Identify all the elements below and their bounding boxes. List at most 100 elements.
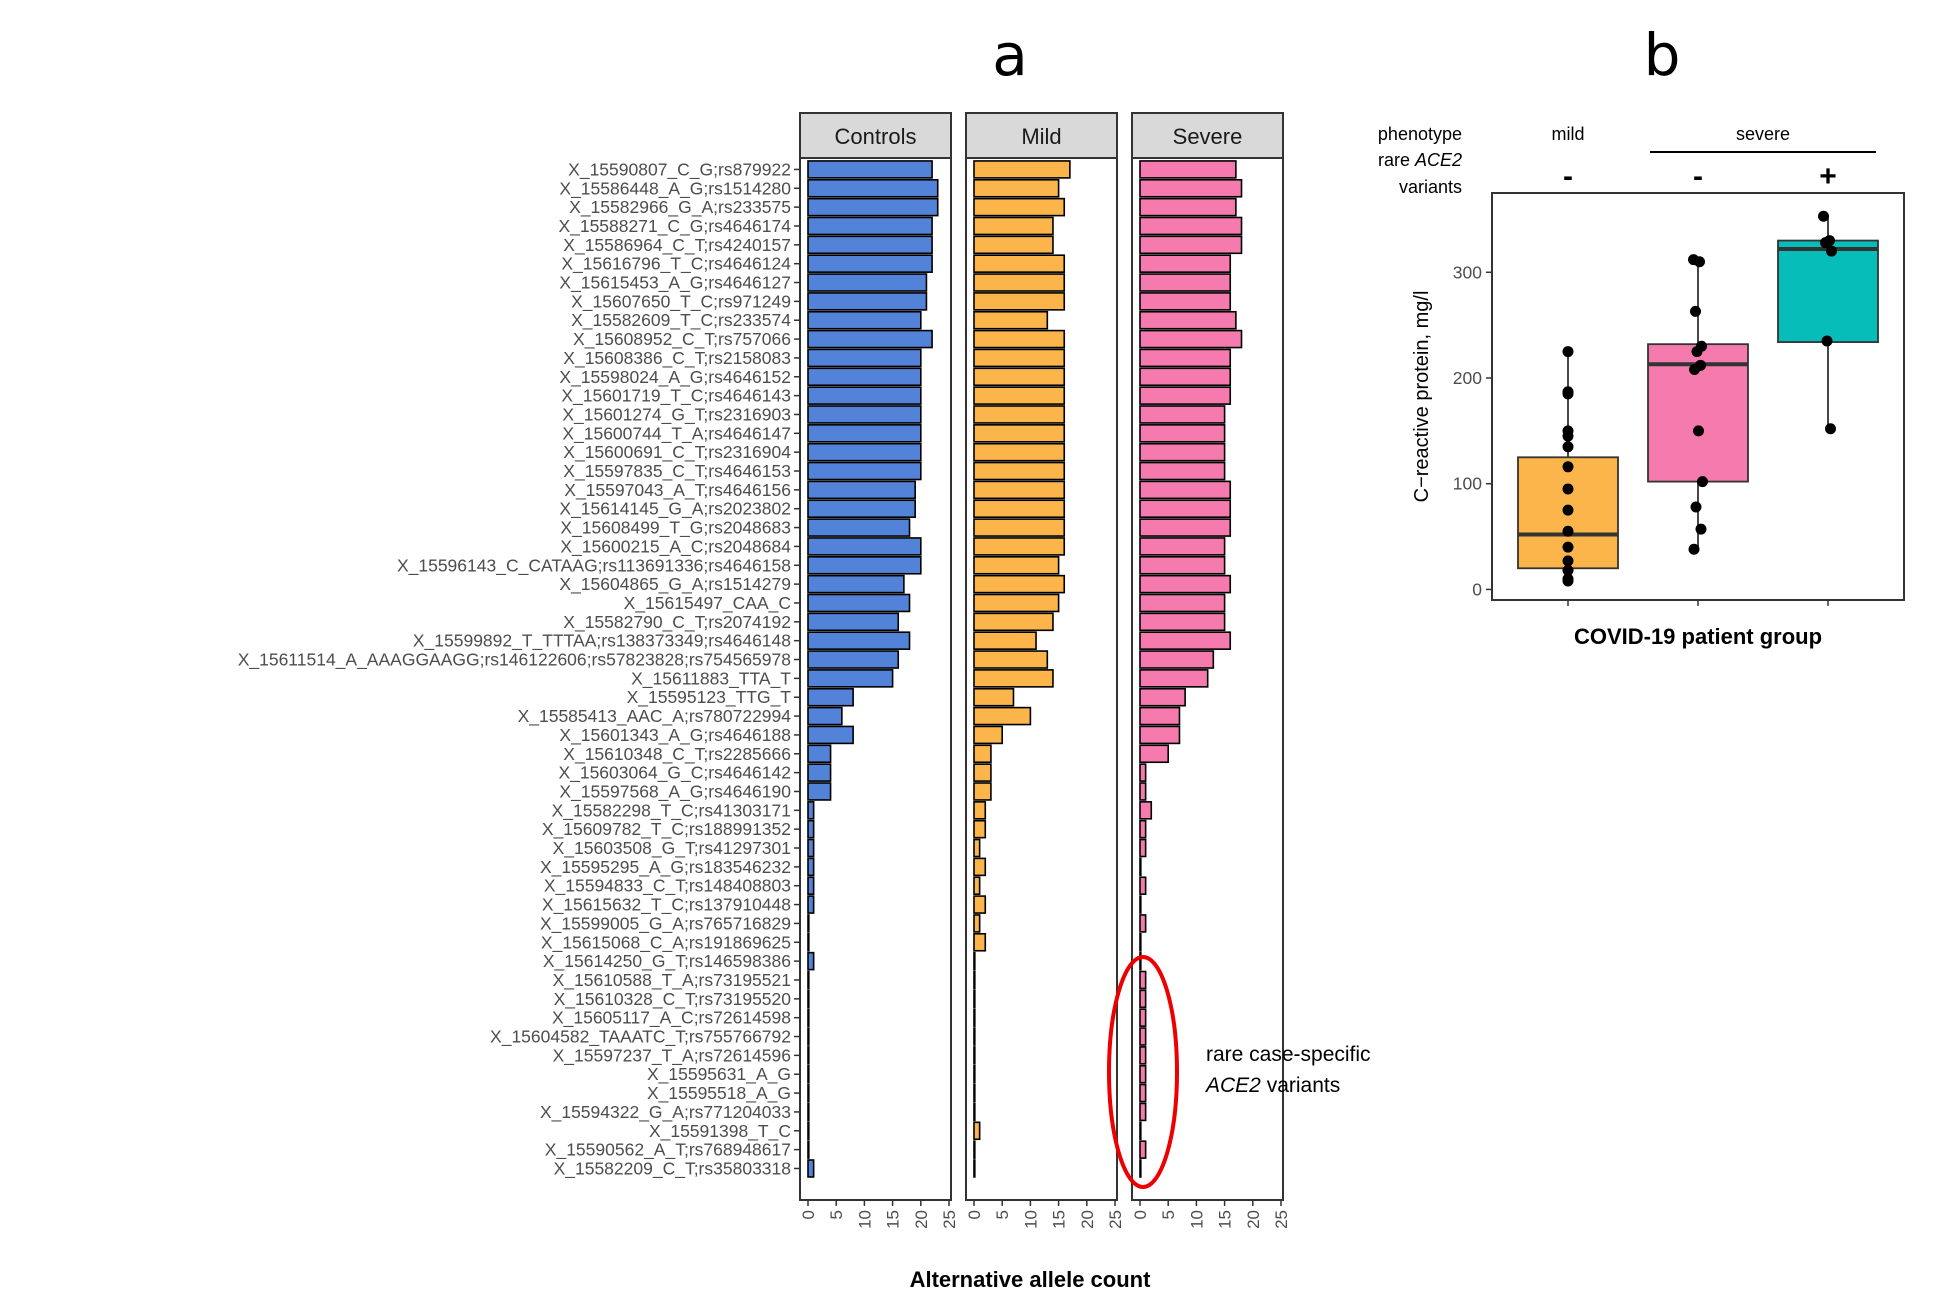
y-tick-label: X_15582966_G_A;rs233575 bbox=[569, 197, 791, 218]
bar bbox=[973, 914, 981, 933]
bar bbox=[807, 1121, 810, 1141]
bar bbox=[807, 989, 810, 1009]
bar bbox=[1139, 574, 1232, 594]
y-tick-label: 0 bbox=[1472, 579, 1482, 599]
data-point bbox=[1562, 564, 1574, 576]
y-tick-label: X_15608386_C_T;rs2158083 bbox=[563, 348, 791, 369]
data-point bbox=[1695, 523, 1707, 535]
bar bbox=[973, 310, 1049, 330]
y-tick-label: X_15595518_A_G bbox=[647, 1083, 791, 1104]
y-tick-label: X_15604865_G_A;rs1514279 bbox=[559, 574, 791, 595]
data-point bbox=[1562, 555, 1574, 567]
data-point bbox=[1820, 237, 1831, 249]
y-tick-label: X_15599005_G_A;rs765716829 bbox=[540, 913, 791, 934]
bar bbox=[807, 197, 939, 217]
bar bbox=[807, 405, 922, 424]
bar bbox=[1139, 763, 1147, 782]
x-tick-label: 15 bbox=[1216, 1210, 1235, 1229]
y-tick-label: X_15594322_G_A;rs771204033 bbox=[540, 1102, 791, 1123]
bar bbox=[973, 555, 1060, 575]
x-tick-label: 10 bbox=[1021, 1210, 1040, 1229]
bar bbox=[973, 518, 1066, 537]
y-tick-label: X_15595631_A_G bbox=[647, 1064, 791, 1085]
bar bbox=[973, 932, 987, 952]
bar bbox=[973, 442, 1066, 462]
bar bbox=[807, 555, 922, 575]
phenotype-header: phenotype bbox=[1378, 124, 1462, 144]
facet-strip-controls bbox=[799, 112, 952, 159]
data-point bbox=[1688, 543, 1700, 555]
bar bbox=[1139, 292, 1232, 311]
annotation-line-2: ACE2 variants bbox=[1204, 1074, 1340, 1097]
bar bbox=[807, 932, 810, 952]
y-tick-label: X_15607650_T_C;rs971249 bbox=[571, 291, 791, 312]
bar bbox=[1139, 1083, 1147, 1103]
phenotype-severe: severe bbox=[1736, 124, 1790, 144]
x-axis-title: COVID-19 patient group bbox=[1574, 624, 1822, 649]
bar bbox=[973, 970, 976, 990]
y-tick-label: X_15616796_T_C;rs4646124 bbox=[561, 254, 791, 275]
x-tick-label: 25 bbox=[1106, 1210, 1125, 1229]
facet-label-controls: Controls bbox=[835, 124, 917, 149]
bar bbox=[973, 1027, 976, 1046]
y-tick-label: X_15595295_A_G;rs183546232 bbox=[540, 857, 791, 878]
bar bbox=[807, 178, 939, 198]
y-tick-label: X_15609782_T_C;rs188991352 bbox=[542, 819, 791, 840]
annotation-ace2: ACE2 bbox=[1204, 1074, 1261, 1097]
facet-label-severe: Severe bbox=[1173, 124, 1243, 149]
bar bbox=[807, 631, 911, 650]
bar bbox=[1139, 914, 1147, 933]
data-point bbox=[1562, 461, 1574, 473]
bar bbox=[807, 424, 922, 443]
bar bbox=[807, 763, 832, 782]
y-tick-label: X_15605117_A_C;rs72614598 bbox=[552, 1008, 791, 1029]
bar bbox=[1139, 555, 1226, 575]
bar bbox=[807, 254, 933, 273]
bar bbox=[807, 857, 815, 877]
x-tick-label: 5 bbox=[993, 1210, 1012, 1219]
bar bbox=[973, 499, 1066, 519]
bar bbox=[973, 819, 987, 839]
y-tick-label: X_15597237_T_A;rs72614596 bbox=[553, 1045, 791, 1066]
bar bbox=[1139, 706, 1181, 726]
y-tick-label: X_15608952_C_T;rs757066 bbox=[573, 329, 791, 350]
data-point bbox=[1826, 245, 1837, 257]
x-tick-label: 15 bbox=[1050, 1210, 1069, 1229]
bar bbox=[807, 970, 810, 990]
bar bbox=[807, 537, 922, 556]
y-tick-label: X_15585413_AAC_A;rs780722994 bbox=[518, 706, 792, 727]
bar bbox=[807, 687, 854, 707]
bar bbox=[973, 329, 1066, 349]
bar bbox=[1139, 442, 1226, 462]
bar bbox=[973, 1159, 976, 1178]
bar bbox=[1139, 650, 1215, 669]
bar bbox=[807, 593, 911, 613]
bar bbox=[1139, 367, 1232, 387]
bar bbox=[1139, 1159, 1142, 1178]
y-tick-label: X_15600744_T_A;rs4646147 bbox=[562, 423, 791, 444]
y-tick-label: X_15599892_T_TTTAA;rs138373349;rs4646148 bbox=[413, 631, 791, 652]
y-tick-label: X_15611514_A_AAAGGAAGG;rs146122606;rs578… bbox=[238, 650, 791, 671]
bar bbox=[807, 235, 933, 255]
phenotype-mild: mild bbox=[1551, 124, 1584, 144]
y-tick-label: X_15590562_A_T;rs768948617 bbox=[545, 1140, 791, 1161]
data-point bbox=[1562, 541, 1574, 553]
rare-variants-header: rare ACE2 bbox=[1378, 150, 1462, 170]
bar bbox=[973, 631, 1037, 650]
bar bbox=[1139, 405, 1226, 424]
bar bbox=[807, 160, 933, 179]
variant-status: - bbox=[1563, 160, 1573, 193]
bar bbox=[1139, 857, 1142, 877]
bar bbox=[1139, 895, 1142, 914]
annotation-line-1: rare case-specific bbox=[1206, 1043, 1371, 1066]
bar bbox=[973, 706, 1032, 726]
y-tick-label: X_15615632_T_C;rs137910448 bbox=[542, 895, 791, 916]
bar bbox=[807, 706, 843, 726]
bar bbox=[973, 537, 1066, 556]
y-axis-title: C−reactive protein, mg/l bbox=[1411, 291, 1433, 503]
bar bbox=[1139, 178, 1243, 198]
bar bbox=[973, 895, 987, 914]
y-tick-label: X_15604582_TAAATC_T;rs755766792 bbox=[490, 1027, 791, 1048]
bar bbox=[1139, 1102, 1147, 1122]
